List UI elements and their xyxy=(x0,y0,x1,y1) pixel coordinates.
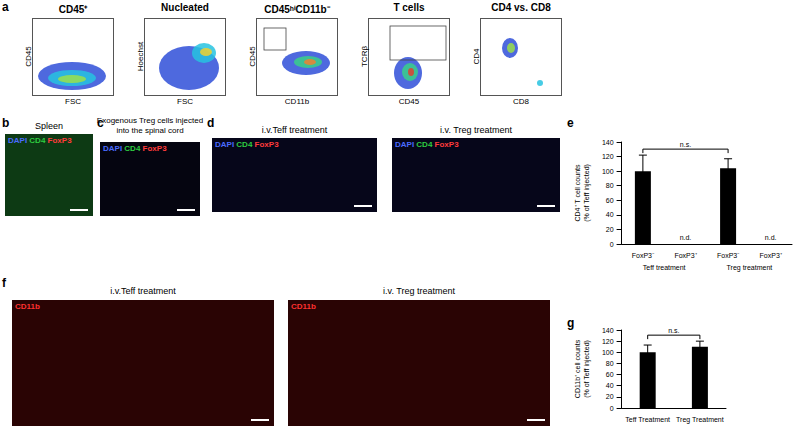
html-text:DAPI CD4 FoxP3: DAPI CD4 FoxP3 xyxy=(395,140,459,149)
html-text:i.v.Teff treatment: i.v.Teff treatment xyxy=(110,286,176,296)
svg-text:120: 120 xyxy=(602,338,614,345)
html-text:DAPI CD4 FoxP3: DAPI CD4 FoxP3 xyxy=(103,144,167,153)
html-text:CD45⁺: CD45⁺ xyxy=(58,4,88,15)
html-text:a: a xyxy=(2,0,9,14)
svg-text:120: 120 xyxy=(602,153,614,160)
html-text:CD8: CD8 xyxy=(513,97,529,106)
svg-text:80: 80 xyxy=(606,360,614,367)
svg-text:n.d.: n.d. xyxy=(680,234,692,241)
svg-text:100: 100 xyxy=(602,349,614,356)
svg-text:40: 40 xyxy=(606,382,614,389)
svg-text:n.s.: n.s. xyxy=(668,327,679,334)
svg-text:0: 0 xyxy=(610,405,614,412)
html-text:CD45: CD45 xyxy=(23,46,33,67)
svg-text:CD11b⁺ cell counts: CD11b⁺ cell counts xyxy=(574,339,581,398)
html-text:Nucleated: Nucleated xyxy=(161,2,209,13)
html-text:DAPI CD4 FoxP3: DAPI CD4 FoxP3 xyxy=(215,140,279,149)
html-text:CD11b: CD11b xyxy=(15,302,40,311)
svg-text:Teff Treatment: Teff Treatment xyxy=(625,416,670,423)
svg-text:n.d.: n.d. xyxy=(765,234,777,241)
html-text:f: f xyxy=(2,276,6,290)
html-text:c: c xyxy=(97,116,104,130)
svg-text:FoxP3⁻: FoxP3⁻ xyxy=(717,252,740,259)
html-text:FSC: FSC xyxy=(65,97,81,106)
html-text:CD4: CD4 xyxy=(471,48,481,65)
html-text:DAPI CD4 FoxP3: DAPI CD4 FoxP3 xyxy=(8,136,72,145)
svg-text:140: 140 xyxy=(602,139,614,146)
html-text:T cells: T cells xyxy=(393,2,425,13)
html-text:FSC: FSC xyxy=(177,97,193,106)
svg-text:60: 60 xyxy=(606,371,614,378)
html-text:CD45ʰⁱCD11b⁻: CD45ʰⁱCD11b⁻ xyxy=(264,4,330,15)
svg-text:Teff treatment: Teff treatment xyxy=(643,264,686,271)
svg-text:40: 40 xyxy=(606,211,614,218)
html-text:i.v. Treg treatment: i.v. Treg treatment xyxy=(440,125,512,135)
svg-text:FoxP3⁺: FoxP3⁺ xyxy=(760,252,783,259)
html-text:Spleen: Spleen xyxy=(35,121,63,131)
html-text:CD4 vs. CD8: CD4 vs. CD8 xyxy=(491,2,551,13)
html-text:i.v.Teff treatment: i.v.Teff treatment xyxy=(261,125,328,135)
svg-text:(% of Teff injected): (% of Teff injected) xyxy=(583,164,591,222)
svg-text:(% of Teff injected): (% of Teff injected) xyxy=(583,340,591,398)
svg-text:140: 140 xyxy=(602,327,614,334)
svg-text:Treg Treatment: Treg Treatment xyxy=(676,416,724,424)
svg-text:20: 20 xyxy=(606,393,614,400)
html-text:d: d xyxy=(207,116,215,130)
svg-text:FoxP3⁻: FoxP3⁻ xyxy=(632,252,655,259)
svg-text:FoxP3⁺: FoxP3⁺ xyxy=(674,252,697,259)
html-text:g: g xyxy=(567,316,575,330)
svg-text:CD4⁺ T cell counts: CD4⁺ T cell counts xyxy=(574,164,581,221)
html-text:TCRβ: TCRβ xyxy=(359,46,369,67)
svg-text:Treg treatment: Treg treatment xyxy=(727,264,773,272)
svg-text:100: 100 xyxy=(602,168,614,175)
svg-text:n.s.: n.s. xyxy=(680,141,691,148)
html-text:b: b xyxy=(2,116,10,130)
html-text:e: e xyxy=(567,116,574,130)
html-text:Exogenous Treg cells injected: Exogenous Treg cells injected into the s… xyxy=(96,116,204,135)
html-text:Hoechst: Hoechst xyxy=(135,41,145,72)
html-text:CD11b: CD11b xyxy=(284,97,310,106)
svg-text:0: 0 xyxy=(610,241,614,248)
html-text:i.v. Treg treatment: i.v. Treg treatment xyxy=(383,286,455,296)
svg-text:20: 20 xyxy=(606,226,614,233)
html-text:CD45: CD45 xyxy=(398,97,420,106)
svg-text:80: 80 xyxy=(606,182,614,189)
html-text:CD11b: CD11b xyxy=(291,302,316,311)
svg-text:60: 60 xyxy=(606,197,614,204)
html-text:CD45: CD45 xyxy=(247,46,257,67)
